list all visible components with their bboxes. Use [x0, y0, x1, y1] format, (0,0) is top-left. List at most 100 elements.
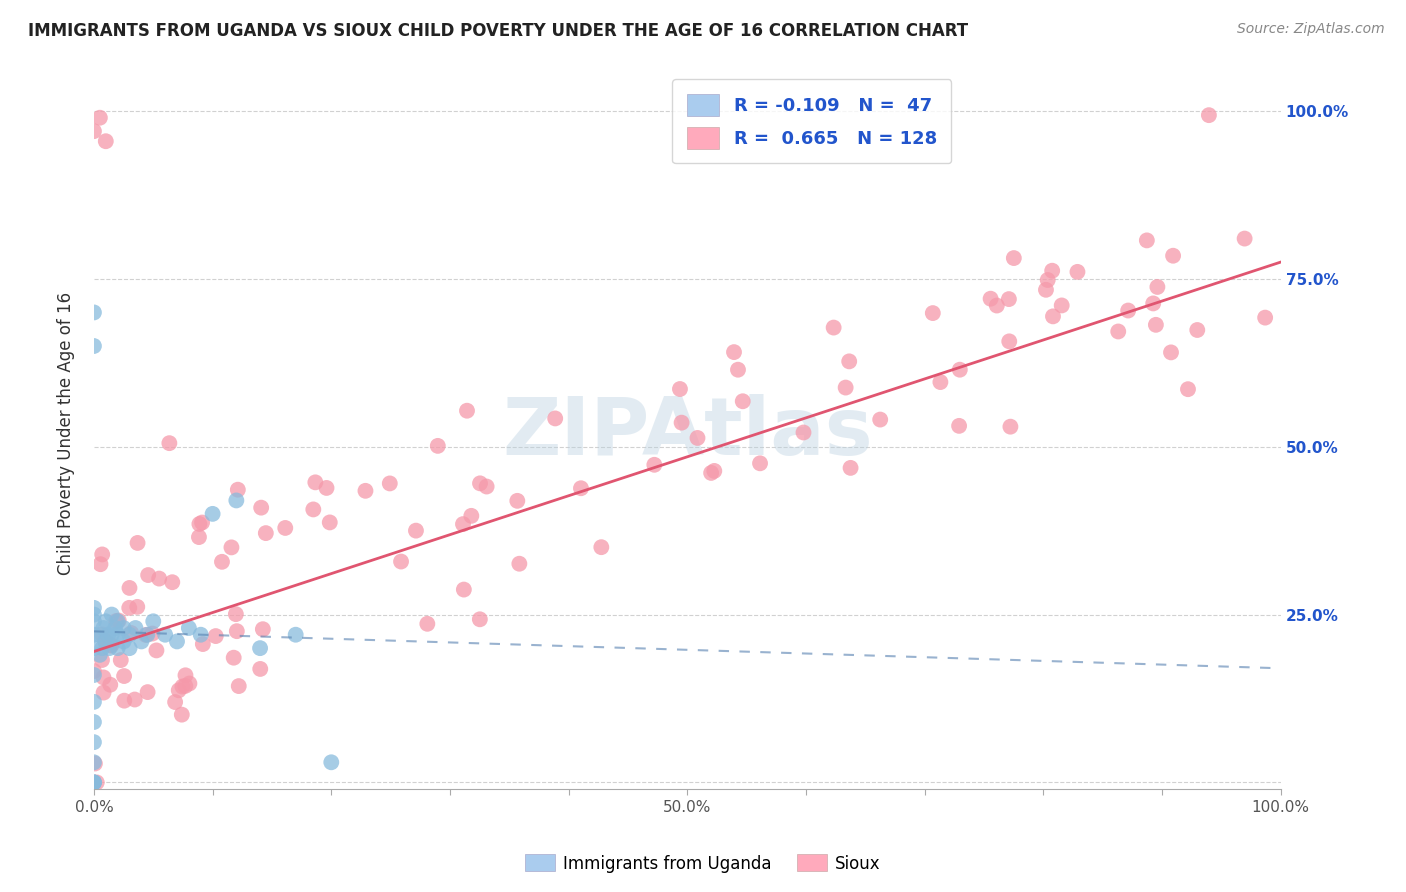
Point [174, 668, 197, 682]
Point [93, 670, 115, 684]
Point [700, 466, 723, 480]
Point [834, 380, 856, 394]
Point [91, 627, 114, 641]
Point [727, 362, 749, 376]
Point [83, 775, 105, 789]
Point [83, 600, 105, 615]
Point [723, 345, 745, 359]
Point [304, 475, 326, 490]
Point [83, 756, 105, 770]
Text: ZIPAtlas: ZIPAtlas [502, 394, 873, 472]
Point [118, 628, 141, 642]
Point [225, 607, 247, 622]
Point [177, 621, 200, 635]
Point [468, 612, 491, 626]
Point [112, 669, 135, 683]
Point [91, 548, 114, 562]
Point [170, 707, 193, 722]
Point [131, 634, 153, 648]
Legend: Immigrants from Uganda, Sioux: Immigrants from Uganda, Sioux [519, 847, 887, 880]
Point [225, 624, 247, 639]
Point [94, 615, 117, 629]
Point [100, 607, 122, 622]
Point [157, 436, 180, 450]
Point [188, 530, 211, 544]
Point [107, 628, 129, 642]
Point [136, 628, 159, 642]
Point [1002, 251, 1025, 265]
Point [174, 679, 197, 693]
Point [91, 653, 114, 667]
Point [1161, 249, 1184, 263]
Point [823, 320, 845, 334]
Point [1187, 323, 1209, 337]
Point [112, 694, 135, 708]
Point [249, 641, 271, 656]
Point [153, 628, 176, 642]
Point [179, 676, 201, 690]
Point [100, 628, 122, 642]
Point [94, 134, 117, 148]
Point [86, 775, 108, 789]
Point [120, 626, 142, 640]
Point [838, 354, 860, 368]
Point [506, 493, 529, 508]
Text: IMMIGRANTS FROM UGANDA VS SIOUX CHILD POVERTY UNDER THE AGE OF 16 CORRELATION CH: IMMIGRANTS FROM UGANDA VS SIOUX CHILD PO… [28, 22, 969, 40]
Point [669, 382, 692, 396]
Point [1042, 310, 1064, 324]
Point [93, 685, 115, 699]
Point [792, 425, 814, 440]
Legend: R = -0.109   N =  47, R =  0.665   N = 128: R = -0.109 N = 47, R = 0.665 N = 128 [672, 79, 952, 163]
Point [869, 412, 891, 426]
Point [980, 292, 1002, 306]
Point [1066, 265, 1088, 279]
Point [165, 695, 187, 709]
Point [104, 621, 127, 635]
Point [1142, 296, 1164, 310]
Point [416, 616, 439, 631]
Point [127, 599, 149, 614]
Point [354, 483, 377, 498]
Point [284, 628, 307, 642]
Point [136, 568, 159, 582]
Point [93, 621, 115, 635]
Point [225, 493, 247, 508]
Point [83, 668, 105, 682]
Point [94, 634, 117, 648]
Point [191, 637, 214, 651]
Point [222, 650, 245, 665]
Point [544, 411, 567, 425]
Point [254, 526, 277, 541]
Point [83, 339, 105, 353]
Point [107, 614, 129, 628]
Point [83, 664, 105, 678]
Point [118, 581, 141, 595]
Point [1144, 318, 1167, 332]
Point [643, 458, 665, 472]
Point [118, 641, 141, 656]
Point [1035, 283, 1057, 297]
Point [453, 582, 475, 597]
Point [929, 375, 952, 389]
Point [1160, 345, 1182, 359]
Point [124, 692, 146, 706]
Point [110, 653, 132, 667]
Point [228, 679, 250, 693]
Point [166, 634, 188, 648]
Point [112, 634, 135, 648]
Point [703, 464, 725, 478]
Point [136, 685, 159, 699]
Point [1233, 231, 1256, 245]
Point [83, 615, 105, 629]
Point [83, 775, 105, 789]
Point [986, 299, 1008, 313]
Point [468, 476, 491, 491]
Point [921, 306, 943, 320]
Point [100, 639, 122, 653]
Point [91, 641, 114, 656]
Point [998, 334, 1021, 349]
Point [83, 628, 105, 642]
Point [100, 638, 122, 652]
Point [141, 626, 163, 640]
Point [211, 555, 233, 569]
